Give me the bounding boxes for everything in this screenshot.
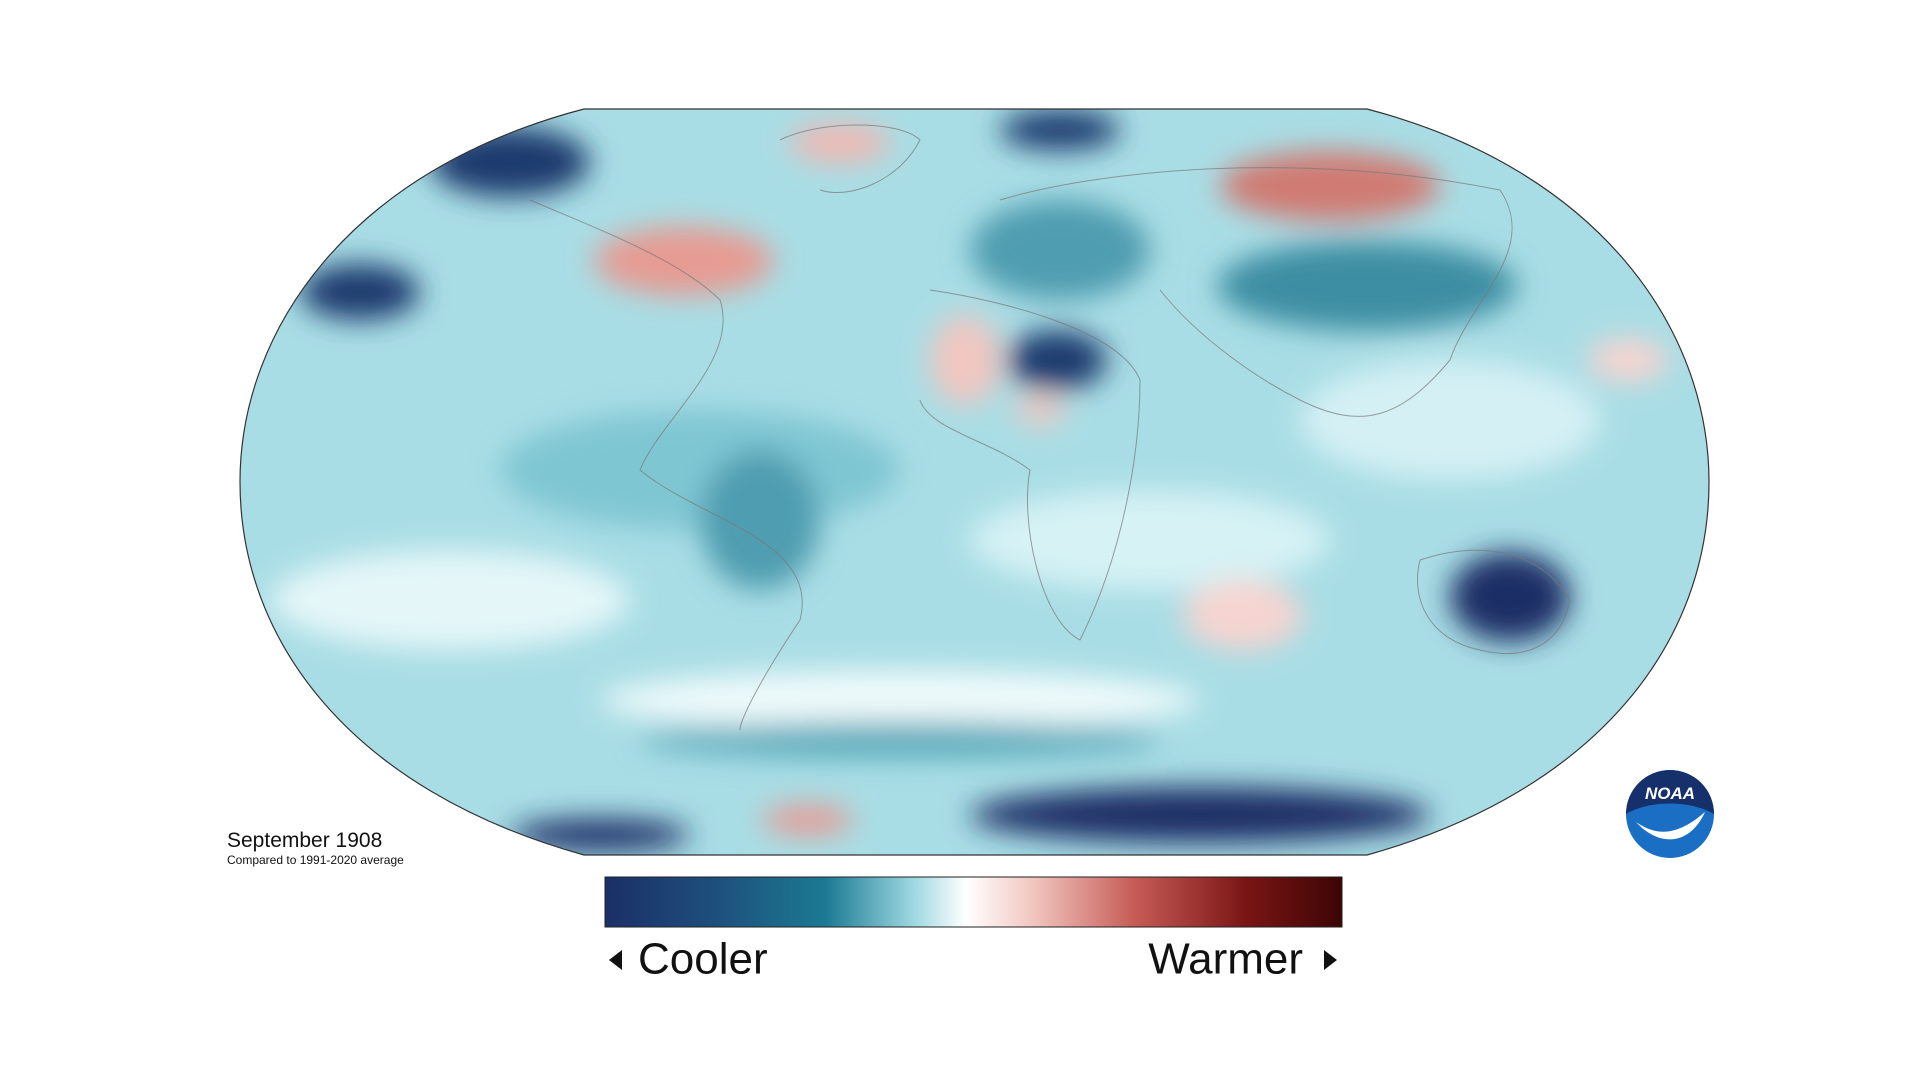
legend-low: Cooler <box>638 935 768 984</box>
legend-high: Warmer <box>1148 935 1303 984</box>
caption-title: September 1908 <box>227 829 382 852</box>
logo-text: NOAA <box>1645 784 1695 803</box>
color-scale <box>604 876 1343 928</box>
map-outline <box>239 108 1710 856</box>
caption-subtitle: Compared to 1991-2020 average <box>227 853 404 867</box>
anomaly-fields <box>270 110 1668 851</box>
left-arrow <box>609 950 622 970</box>
logo-bird <box>1636 812 1705 840</box>
logo-top <box>1626 770 1714 814</box>
right-arrow <box>1324 950 1337 970</box>
coastlines <box>529 124 1571 731</box>
anomaly-map <box>240 109 1709 855</box>
noaa-logo: NOAA <box>1626 770 1714 858</box>
